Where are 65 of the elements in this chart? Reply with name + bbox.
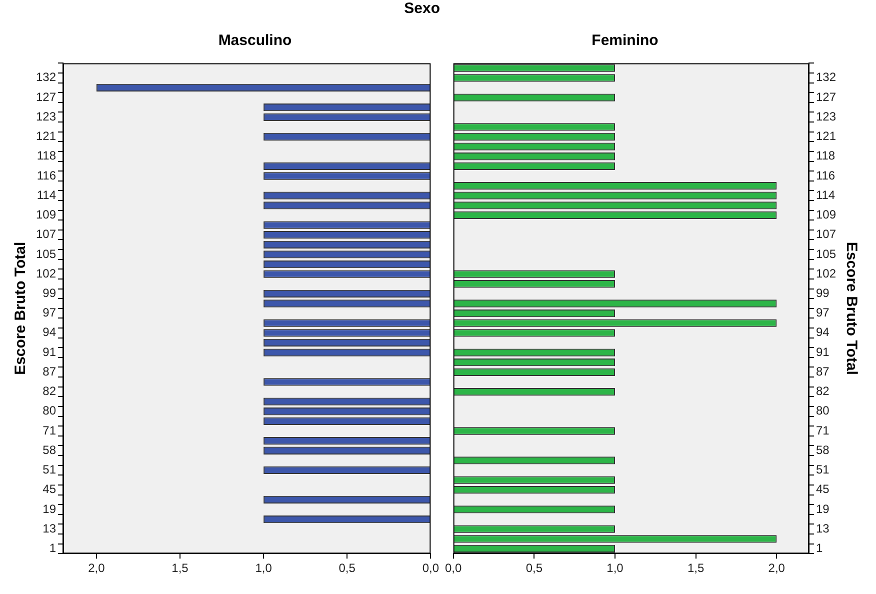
y-tick-label: 132 — [36, 70, 56, 84]
y-tick-label: 99 — [816, 286, 830, 300]
y-tick-label: 116 — [816, 168, 836, 182]
x-tick-label: 1,0 — [255, 561, 272, 576]
y-tick-label: 121 — [36, 129, 56, 144]
y-tick-label: 105 — [816, 246, 836, 261]
y-tick-label: 80 — [816, 404, 830, 418]
y-tick-label: 114 — [816, 188, 836, 202]
y-tick-label: 71 — [42, 423, 56, 438]
y-tick-label: 58 — [816, 442, 830, 457]
x-tick-label: 0,5 — [338, 561, 356, 576]
y-tick-label: 91 — [42, 344, 56, 359]
x-tick-label: 2,0 — [88, 561, 106, 576]
y-tick-label: 118 — [816, 148, 836, 163]
y-tick-label: 82 — [42, 384, 56, 398]
y-tick-label: 82 — [816, 384, 830, 398]
y-tick-label: 51 — [42, 462, 56, 477]
y-tick-label: 13 — [816, 521, 830, 536]
y-tick-label: 45 — [42, 482, 56, 496]
y-tick-label: 80 — [42, 404, 56, 418]
y-tick-label: 118 — [36, 148, 56, 163]
y-tick-label: 1 — [816, 541, 823, 556]
y-tick-label: 87 — [42, 364, 56, 378]
x-tick-label: 0,5 — [526, 561, 543, 576]
x-tick-label: 2,0 — [768, 561, 786, 576]
y-tick-label: 19 — [816, 502, 830, 516]
y-tick-label: 123 — [816, 109, 836, 124]
x-tick-label: 0,0 — [444, 561, 462, 576]
y-axis-title: Escore Bruto Total — [12, 242, 30, 375]
y-tick-label: 123 — [36, 109, 56, 124]
y-tick-label: 132 — [816, 70, 836, 84]
y-tick-label: 105 — [36, 246, 56, 261]
y-tick-label: 94 — [816, 325, 830, 340]
y-axis-title: Escore Bruto Total — [842, 242, 860, 375]
y-tick-label: 13 — [42, 521, 56, 536]
y-tick-label: 116 — [36, 168, 56, 182]
y-tick-label: 45 — [816, 482, 830, 496]
y-tick-label: 109 — [36, 208, 56, 222]
y-tick-label: 94 — [42, 325, 56, 340]
y-tick-label: 102 — [36, 266, 56, 280]
y-tick-label: 127 — [816, 90, 836, 104]
x-tick-label: 1,5 — [687, 561, 704, 576]
y-tick-label: 107 — [816, 227, 836, 242]
y-tick-label: 121 — [816, 129, 836, 144]
chart-subtitle: Masculino — [217, 32, 293, 49]
y-tick-label: 87 — [816, 364, 830, 378]
y-tick-label: 109 — [816, 208, 836, 222]
x-tick-label: 1,0 — [606, 561, 624, 576]
y-tick-label: 1 — [49, 541, 56, 556]
y-tick-label: 71 — [816, 423, 830, 438]
y-tick-label: 102 — [816, 266, 836, 280]
y-tick-label: 97 — [42, 306, 56, 320]
y-tick-label: 97 — [816, 306, 830, 320]
y-tick-label: 58 — [42, 442, 56, 457]
y-tick-label: 127 — [36, 90, 56, 104]
chart-title: Sexo — [404, 0, 440, 17]
y-tick-label: 114 — [36, 188, 56, 202]
y-tick-label: 107 — [36, 227, 56, 242]
y-tick-label: 91 — [816, 344, 830, 359]
chart-subtitle: Feminino — [590, 32, 660, 49]
x-tick-label: 0,0 — [422, 561, 440, 576]
y-tick-label: 99 — [42, 286, 56, 300]
y-tick-label: 51 — [816, 462, 830, 477]
y-tick-label: 19 — [42, 502, 56, 516]
x-tick-label: 1,5 — [172, 561, 189, 576]
